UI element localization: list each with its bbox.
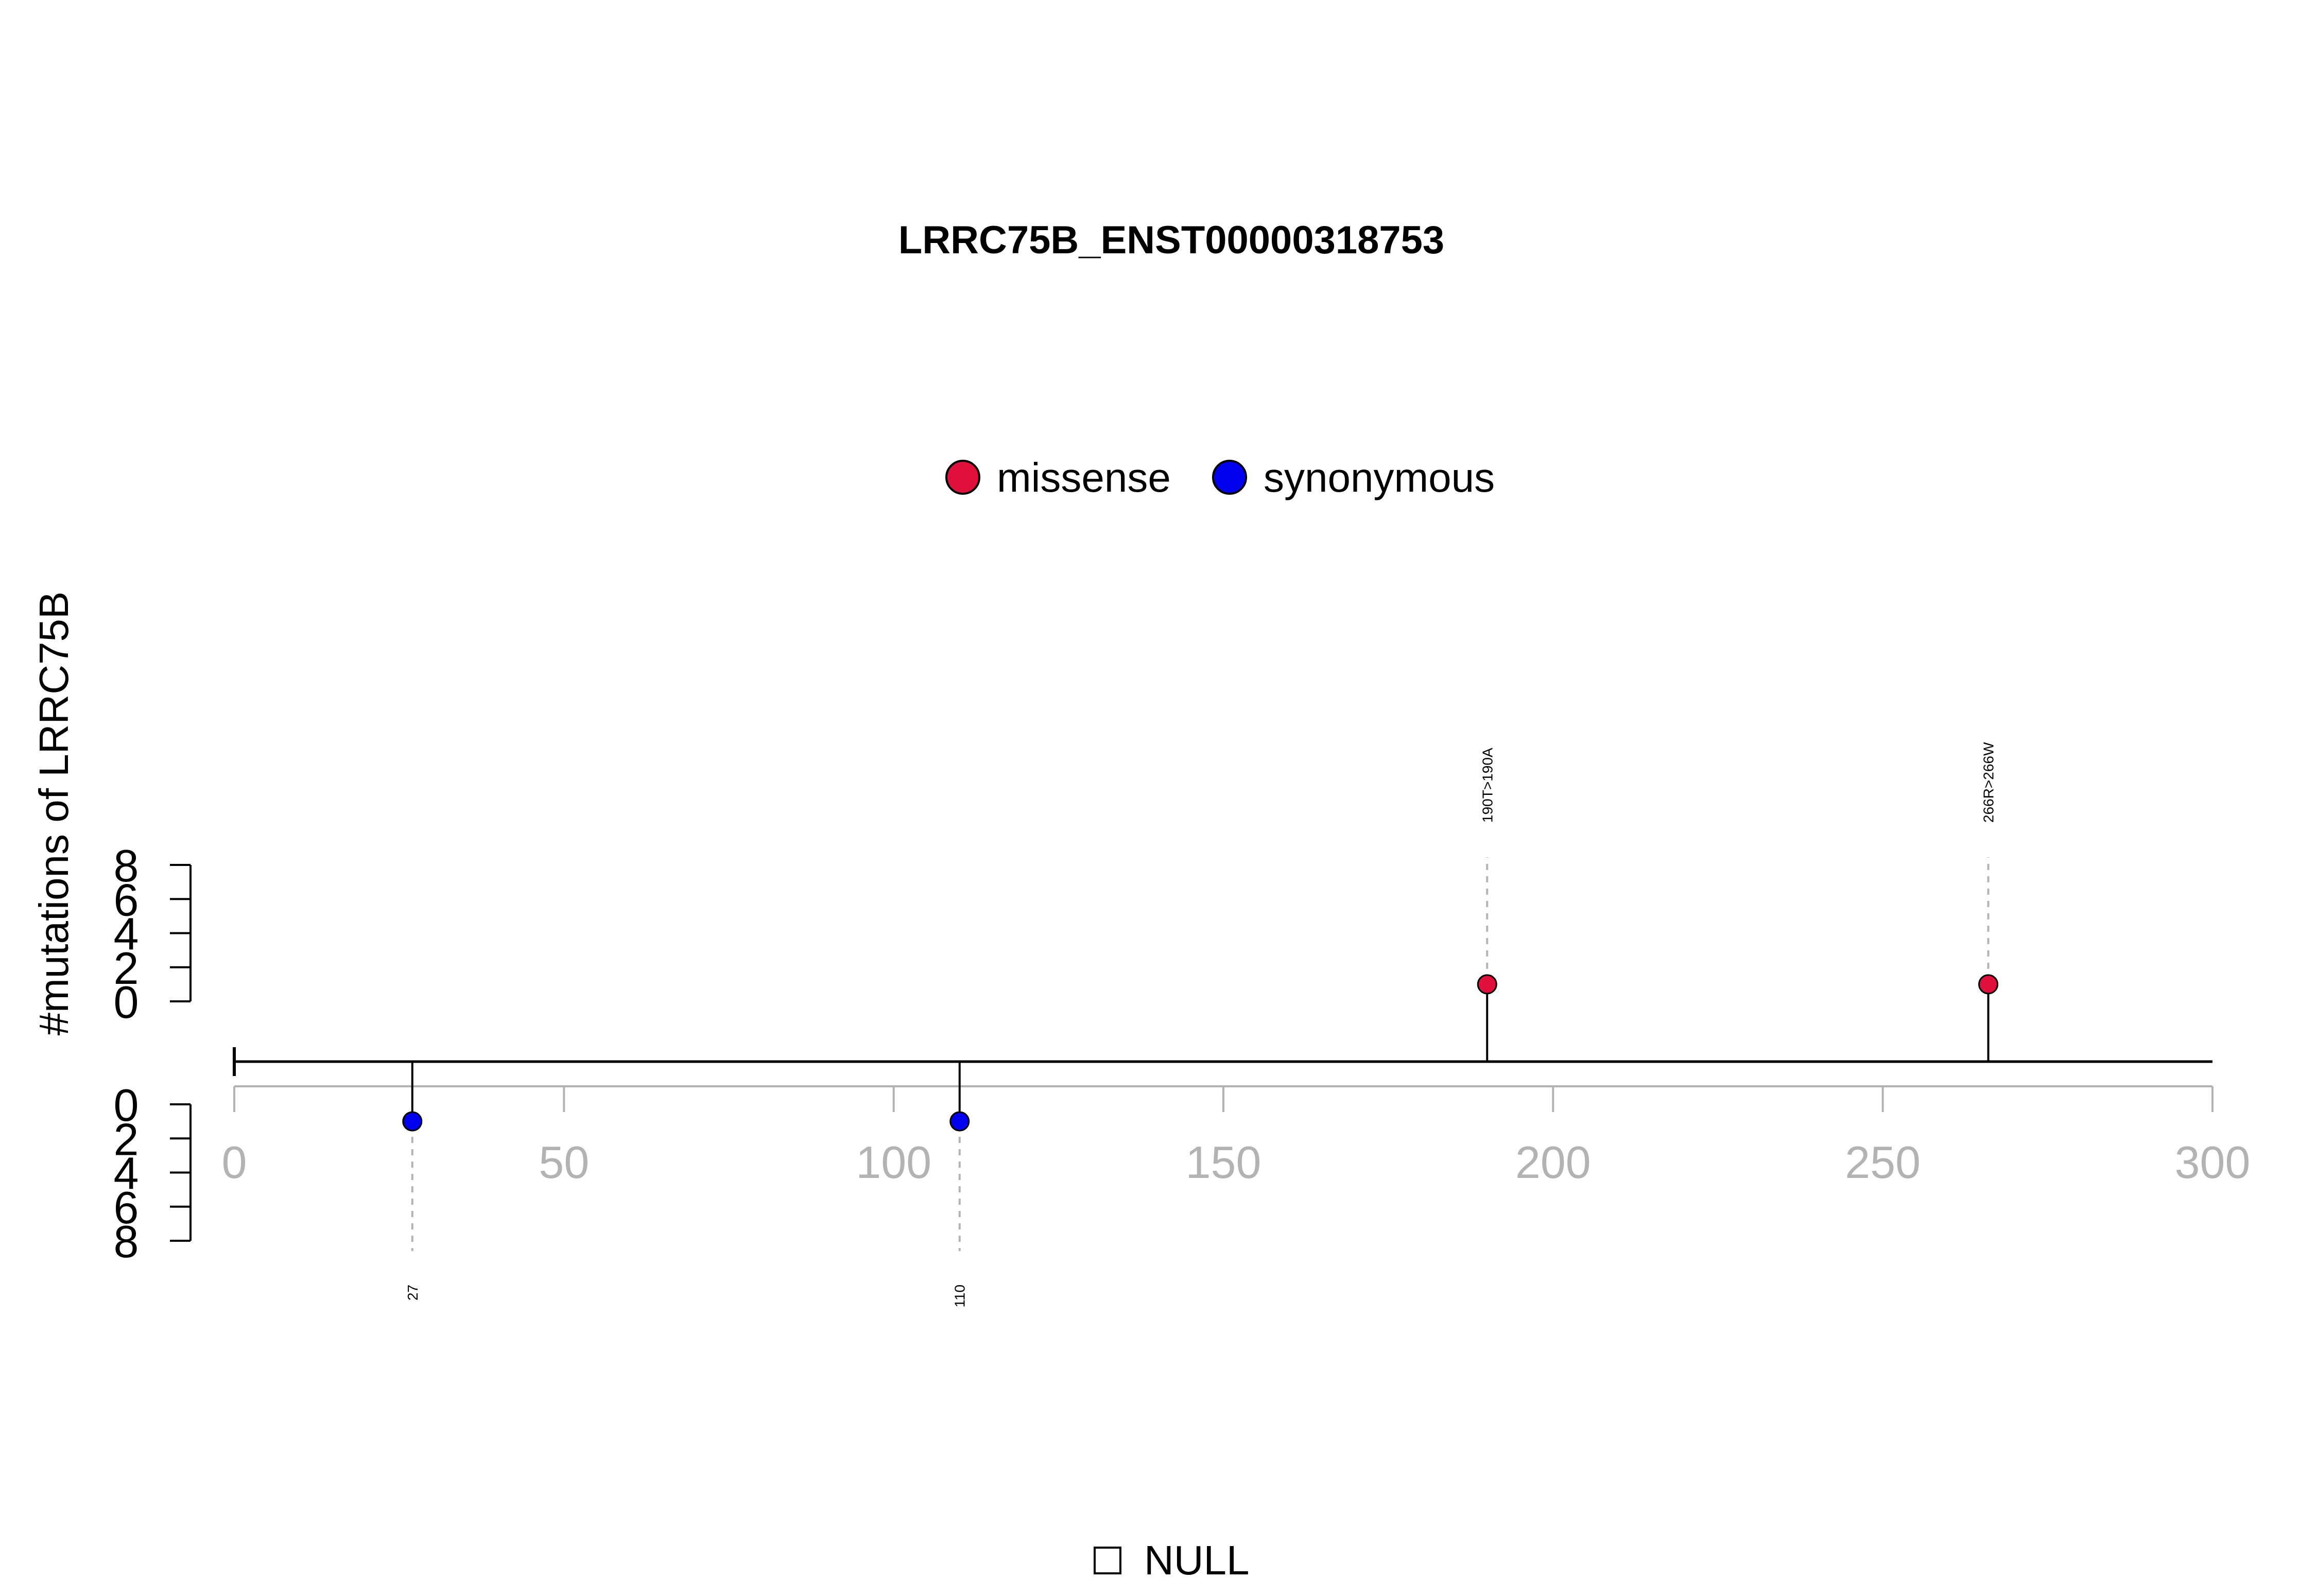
- lower-y-tick-label: 8: [114, 1216, 139, 1267]
- legend-marker-missense: [945, 460, 980, 495]
- mutation-point: [1978, 974, 1999, 995]
- mutation-point: [1477, 974, 1497, 995]
- x-tick-label: 100: [856, 1137, 931, 1188]
- mutation-point: [949, 1111, 970, 1132]
- legend-marker-synonymous: [1212, 460, 1247, 495]
- mutation-missense: 266R>266W: [1978, 742, 1999, 1062]
- mutation-label: 190T>190A: [1479, 748, 1495, 823]
- y-axis-label: #mutations of LRRC75B: [31, 592, 77, 1036]
- mutation-synonymous: 27: [402, 1062, 423, 1300]
- chart-title: LRRC75B_ENST00000318753: [898, 218, 1444, 262]
- legend-label-synonymous: synonymous: [1264, 455, 1495, 500]
- domain-legend-label: NULL: [1144, 1537, 1250, 1583]
- upper-y-tick-label: 2: [114, 943, 139, 994]
- domain-legend-box: [1094, 1547, 1121, 1574]
- protein-backbone: [233, 1047, 2212, 1076]
- mutation-label: 110: [952, 1285, 968, 1308]
- x-tick-label: 300: [2175, 1137, 2251, 1188]
- legend-label-missense: missense: [997, 455, 1171, 500]
- mutations: 27 110 190T>190A 266R>266W: [402, 742, 1999, 1308]
- upper-y-tick-label: 8: [114, 840, 139, 891]
- domain-legend: NULL: [1094, 1537, 1250, 1583]
- x-tick-label: 50: [539, 1137, 589, 1188]
- x-tick-label: 150: [1186, 1137, 1261, 1188]
- mutation-label: 266R>266W: [1981, 742, 1997, 823]
- mutation-synonymous: 110: [949, 1062, 970, 1308]
- upper-y-tick-label: 0: [114, 977, 139, 1028]
- upper-y-tick-label: 4: [114, 909, 139, 960]
- x-tick-label: 0: [222, 1137, 247, 1188]
- mutation-label: 27: [405, 1285, 421, 1300]
- lower-y-tick-label: 4: [114, 1148, 139, 1199]
- x-axis: 0 50 100 150 200 250 300: [222, 1085, 2251, 1188]
- legend: missense synonymous: [945, 455, 1495, 500]
- mutation-missense: 190T>190A: [1477, 748, 1497, 1062]
- lower-y-tick-label: 6: [114, 1182, 139, 1233]
- lower-y-tick-label: 0: [114, 1080, 139, 1131]
- lower-y-tick-label: 2: [114, 1114, 139, 1165]
- x-tick-label: 200: [1515, 1137, 1591, 1188]
- mutation-point: [402, 1111, 423, 1132]
- x-tick-label: 250: [1845, 1137, 1921, 1188]
- upper-y-tick-label: 6: [114, 874, 139, 925]
